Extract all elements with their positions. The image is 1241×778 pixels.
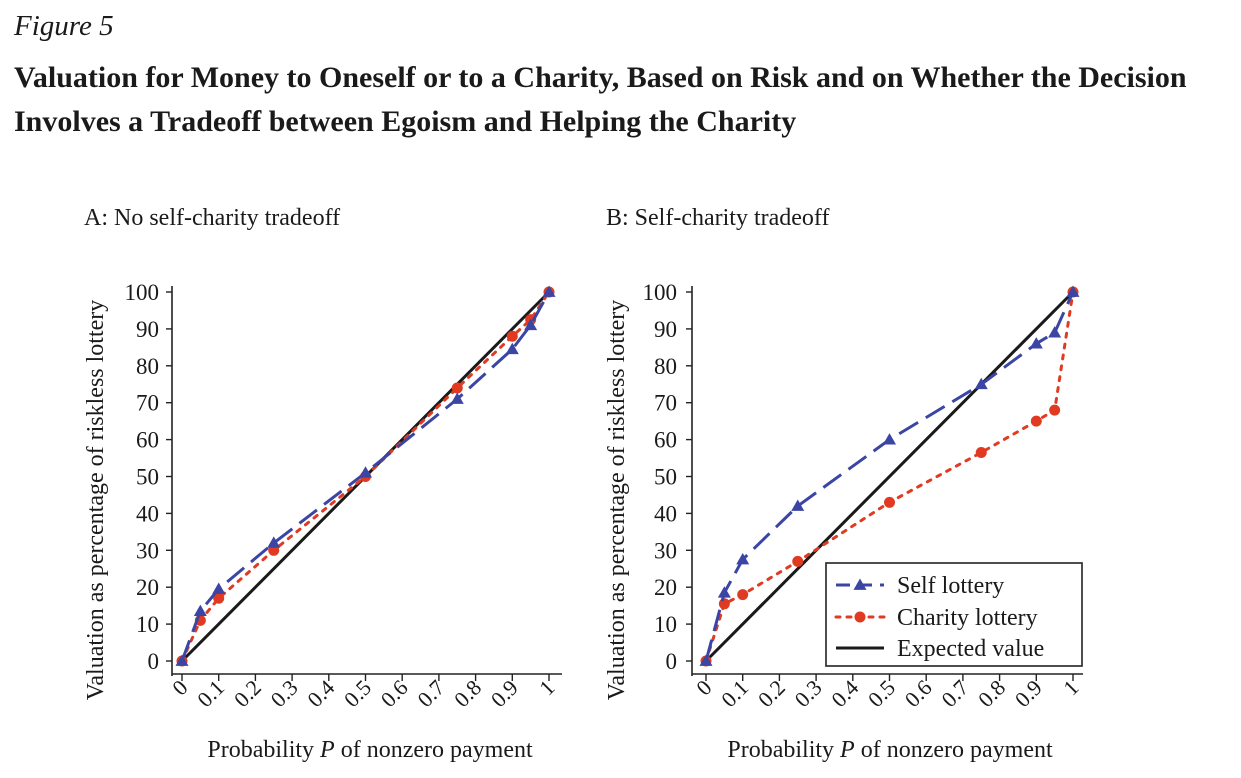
self-lottery-point [699,654,713,666]
charity-lottery-point [1030,415,1042,427]
charity-lottery-point [975,447,987,459]
x-tick-label: 1 [534,675,559,700]
legend-charity-lottery-label: Charity lottery [897,605,1038,631]
expected-value-line [704,290,1075,663]
y-tick-label: 10 [136,612,159,637]
self-lottery-point [505,342,519,355]
y-tick-label: 10 [654,612,677,637]
self-lottery-point [212,582,226,594]
y-tick-label: 60 [136,428,159,453]
legend-charity-lottery-marker [854,611,866,623]
y-tick-label: 80 [654,354,677,379]
y-tick-label: 0 [148,649,160,674]
x-tick-label: 0.3 [790,675,827,712]
x-axis-label-part: Probability [207,737,320,763]
x-axis-label-part: P [319,737,335,763]
x-tick-label: 0.8 [449,675,486,712]
charity-lottery-point [451,382,463,394]
self-lottery-point [267,536,281,548]
figure-label: Figure 5 [14,10,114,42]
y-tick-label: 70 [654,391,677,416]
y-tick-label: 20 [654,575,677,600]
legend-expected-value-label: Expected value [897,636,1044,662]
self-lottery-point [974,377,988,390]
x-tick-label: 0.1 [716,675,753,712]
y-tick-label: 30 [654,538,677,563]
x-axis-label-part: P [839,737,855,763]
x-tick-label: 0.7 [412,675,449,712]
x-tick-label: 0.8 [973,675,1010,712]
x-axis-label: Probability P of nonzero payment [727,737,1053,763]
y-tick-label: 0 [666,649,678,674]
y-axis-label: Valuation as percentage of riskless lott… [604,300,630,701]
self-lottery-point [450,392,464,404]
self-lottery-point [1066,285,1080,297]
self-lottery-point [175,654,189,666]
charity-lottery-point [718,598,730,610]
self-lottery-point [883,433,896,445]
self-lottery-point [717,586,731,598]
x-axis-label: Probability P of nonzero payment [207,737,533,763]
self-lottery-point [359,466,372,478]
y-tick-label: 40 [136,501,159,526]
y-axis-label: Valuation as percentage of riskless lott… [83,300,109,701]
charity-lottery-point [737,589,749,601]
x-tick-label: 0.5 [339,675,376,712]
charity-lottery-point [884,496,895,508]
y-tick-label: 20 [136,575,159,600]
x-axis-label-part: of nonzero payment [335,737,533,763]
self-lottery-point [736,553,750,565]
x-tick-label: 0.7 [936,675,973,712]
y-tick-label: 50 [136,465,159,490]
self-lottery-point [1029,337,1043,349]
x-tick-label: 0.6 [900,675,937,712]
panel-a: A: No self-charity tradeoff0102030405060… [83,205,562,763]
legend-self-lottery-marker [853,578,867,590]
panel-title: A: No self-charity tradeoff [84,205,340,231]
x-tick-label: 0.9 [1010,675,1047,712]
x-tick-label: 0 [167,675,192,700]
x-tick-label: 0.1 [192,675,229,712]
self-lottery-point [542,285,556,297]
legend: Self lottery Charity lottery Expected valu… [825,562,1083,667]
charity-lottery-point [506,330,518,342]
charity-lottery-point [1049,404,1061,416]
panel-b: B: Self-charity tradeoff0102030405060708… [604,205,1084,763]
self-lottery-point [524,318,538,331]
x-tick-label: 0.4 [302,675,339,712]
y-tick-label: 100 [643,280,678,305]
self-lottery-point [1048,326,1062,338]
x-tick-label: 0.2 [229,675,266,712]
x-tick-label: 0 [691,675,716,700]
y-tick-label: 40 [654,501,677,526]
charity-lottery-point [213,592,225,604]
x-tick-label: 0.9 [486,675,523,712]
x-tick-label: 0.4 [826,675,863,712]
y-tick-label: 30 [136,538,159,563]
legend-self-lottery-label: Self lottery [897,573,1004,599]
self-lottery-point [193,604,207,617]
x-tick-label: 0.2 [753,675,790,712]
x-tick-label: 0.6 [376,675,413,712]
y-tick-label: 90 [136,317,159,342]
panel-title: B: Self-charity tradeoff [606,205,829,231]
charity-lottery-point [792,555,804,567]
x-tick-label: 0.5 [863,675,900,712]
y-tick-label: 70 [136,391,159,416]
y-tick-label: 60 [654,428,677,453]
y-tick-label: 90 [654,317,677,342]
y-tick-label: 100 [125,280,160,305]
figure-title: Valuation for Money to Oneself or to a C… [14,61,1187,138]
y-tick-label: 50 [654,465,677,490]
x-axis-label-part: of nonzero payment [855,737,1053,763]
x-axis-label-part: Probability [727,737,840,763]
y-tick-label: 80 [136,354,159,379]
x-tick-label: 1 [1058,675,1083,700]
x-tick-label: 0.3 [266,675,303,712]
self-lottery-point [791,499,805,511]
